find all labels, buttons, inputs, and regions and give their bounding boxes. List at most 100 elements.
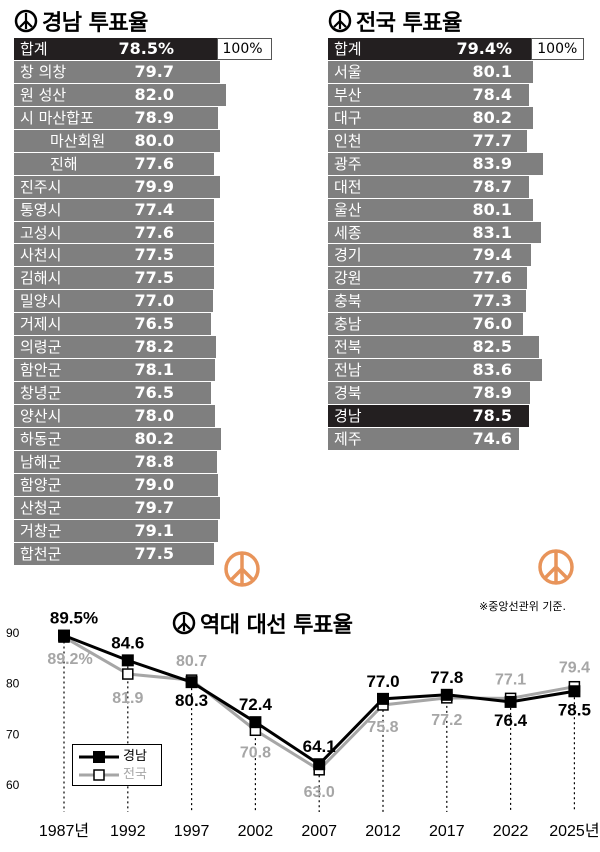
data-point-national — [58, 631, 70, 643]
turnout-bar — [14, 359, 216, 382]
data-label-gyeongnam: 64.1 — [303, 737, 336, 756]
region-label: 세종 — [334, 223, 362, 242]
x-tick-label: 2002 — [238, 823, 274, 840]
data-label-national: 80.7 — [176, 653, 207, 670]
total-row: 100% 합계 78.5% — [14, 38, 272, 61]
turnout-bar — [328, 106, 534, 129]
turnout-bar — [328, 83, 529, 106]
bar-row: 광주 83.9 — [328, 152, 584, 176]
full-scale-label: 100% — [537, 41, 578, 57]
legend-label-gyeongnam: 경남 — [123, 749, 147, 764]
region-label: 시 마산합포 — [20, 108, 94, 127]
data-label-national: 63.0 — [304, 784, 335, 801]
region-label: 진해 — [50, 154, 78, 173]
bar-row: 의령군 78.2 — [14, 336, 272, 360]
data-label-national: 79.4 — [559, 660, 590, 677]
bar-row: 전남 83.6 — [328, 359, 584, 383]
x-tick-label: 2025년 — [549, 822, 599, 840]
turnout-bar — [14, 405, 216, 427]
turnout-bar — [14, 313, 212, 336]
bar-row: 충북 77.3 — [328, 290, 584, 314]
data-point-national — [313, 764, 325, 776]
bar-row: 고성시 77.6 — [14, 221, 272, 245]
region-label: 함안군 — [20, 361, 62, 380]
turnout-value: 77.5 — [134, 268, 174, 288]
turnout-bar — [328, 382, 530, 404]
turnout-value: 77.3 — [472, 291, 512, 311]
region-label: 전남 — [334, 361, 362, 380]
data-point-national — [185, 674, 198, 686]
turnout-bar — [14, 496, 220, 519]
turnout-value: 78.9 — [472, 383, 512, 403]
turnout-value: 83.1 — [472, 222, 512, 242]
x-tick-label: 1987년 — [39, 822, 89, 840]
region-label: 강원 — [334, 269, 362, 288]
turnout-bar — [328, 221, 541, 244]
vote-stamp-icon — [224, 551, 260, 587]
bar-row: 창 의창 79.7 — [14, 60, 272, 84]
turnout-value: 77.7 — [472, 130, 512, 150]
region-label: 경북 — [334, 384, 362, 403]
bar-row: 진주시 79.9 — [14, 175, 272, 199]
turnout-bar — [328, 336, 540, 359]
national-title: 전국 투표율 — [328, 6, 462, 36]
turnout-bar — [14, 152, 215, 175]
data-point-gyeongnam — [377, 692, 389, 705]
region-label: 합계 — [20, 40, 48, 58]
region-label: 사천시 — [20, 246, 62, 265]
turnout-bar — [14, 450, 218, 473]
turnout-value: 80.0 — [134, 130, 174, 150]
bar-row: 세종 83.1 — [328, 221, 584, 245]
region-label: 김해시 — [20, 269, 62, 288]
turnout-bar — [14, 175, 221, 198]
turnout-value: 80.2 — [134, 428, 174, 448]
region-label: 울산 — [334, 200, 362, 219]
turnout-value: 82.0 — [134, 84, 174, 104]
region-label: 하동군 — [20, 429, 62, 448]
x-tick-label: 2017 — [429, 823, 465, 840]
total-row: 100% 합계 79.4% — [328, 38, 584, 61]
bar-row: 서울 80.1 — [328, 60, 584, 84]
national-title-text: 전국 투표율 — [356, 11, 462, 36]
turnout-value: 78.4 — [472, 84, 512, 104]
data-point-gyeongnam — [313, 758, 326, 771]
data-point-national — [122, 668, 134, 680]
data-point-gyeongnam — [568, 685, 581, 698]
turnout-value: 76.5 — [134, 383, 174, 403]
bar-row: 남해군 78.8 — [14, 450, 272, 474]
region-label: 전북 — [334, 338, 362, 357]
bar-row: 김해시 77.5 — [14, 267, 272, 291]
turnout-value: 77.4 — [134, 199, 174, 219]
x-tick-label: 2007 — [301, 823, 337, 840]
ballot-mark-icon — [14, 9, 38, 33]
data-label-national: 77.1 — [495, 671, 526, 688]
turnout-value: 79.1 — [134, 520, 174, 540]
region-label: 통영시 — [20, 200, 62, 219]
ballot-mark-icon — [328, 9, 352, 33]
data-point-gyeongnam — [440, 688, 453, 701]
data-label-gyeongnam: 76.4 — [494, 711, 528, 730]
turnout-bar — [14, 38, 217, 60]
region-label: 밀양시 — [20, 292, 62, 311]
bar-row: 창녕군 76.5 — [14, 382, 272, 405]
region-label: 창녕군 — [20, 384, 62, 403]
region-label: 진주시 — [20, 177, 62, 196]
data-label-national: 77.2 — [431, 712, 462, 729]
data-label-gyeongnam: 89.5% — [50, 609, 98, 628]
turnout-bar — [328, 198, 534, 221]
turnout-bar — [328, 267, 527, 290]
bar-row: 울산 80.1 — [328, 198, 584, 222]
turnout-bar — [14, 519, 219, 542]
x-tick-label: 2022 — [493, 823, 529, 840]
region-label: 마산회원 — [50, 131, 106, 150]
region-label: 대전 — [334, 177, 362, 196]
turnout-bar — [328, 290, 526, 313]
bar-row: 마산회원 80.0 — [14, 129, 272, 153]
turnout-bar — [14, 336, 216, 359]
y-tick-label: 70 — [6, 727, 20, 741]
region-label: 함양군 — [20, 475, 62, 494]
turnout-value: 79.7 — [134, 497, 174, 517]
full-scale-box — [531, 38, 584, 60]
region-label: 거창군 — [20, 521, 62, 540]
data-point-national — [504, 692, 517, 705]
